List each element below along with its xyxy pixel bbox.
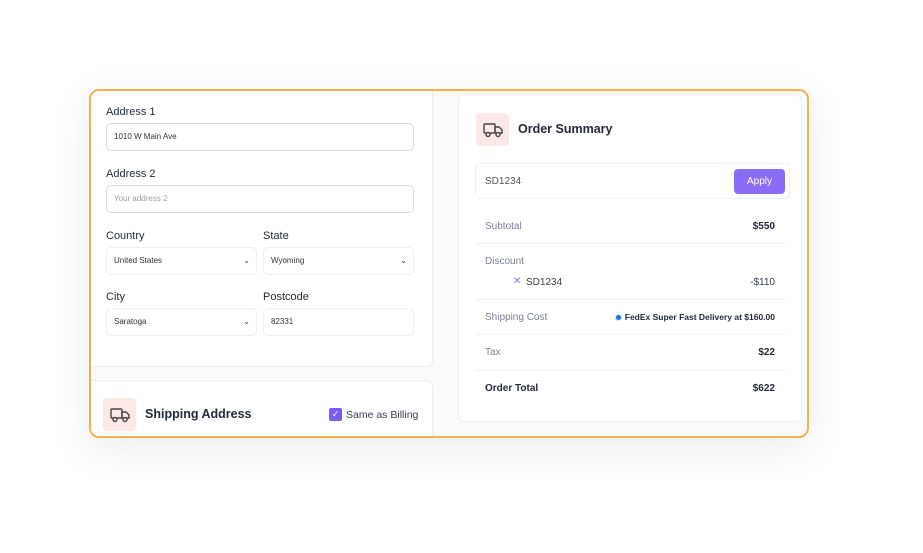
discount-value: -$110: [750, 277, 775, 288]
city-value: Saratoga: [114, 317, 147, 326]
checkout-frame: Address 1 1010 W Main Ave Address 2 Your…: [89, 89, 809, 438]
shipping-card: Shipping Address ✓ Same as Billing: [91, 380, 433, 436]
country-select[interactable]: United States ⌄: [106, 247, 257, 275]
order-summary-title: Order Summary: [518, 122, 613, 136]
order-total-value: $622: [752, 383, 775, 394]
chevron-down-icon: ⌄: [243, 256, 250, 265]
apply-button[interactable]: Apply: [734, 169, 785, 194]
tax-value: $22: [758, 347, 775, 358]
shipping-radio[interactable]: [614, 313, 622, 321]
discount-code: SD1234: [526, 277, 563, 288]
coupon-input[interactable]: SD1234: [485, 176, 522, 187]
address1-label: Address 1: [106, 106, 156, 118]
postcode-input[interactable]: 82331: [263, 308, 414, 336]
order-total-label: Order Total: [485, 383, 539, 394]
discount-label: Discount: [485, 256, 524, 267]
city-label: City: [106, 291, 125, 303]
billing-card: Address 1 1010 W Main Ave Address 2 Your…: [91, 91, 433, 367]
city-select[interactable]: Saratoga ⌄: [106, 308, 257, 336]
truck-icon: [476, 113, 509, 146]
subtotal-value: $550: [752, 221, 775, 232]
same-as-billing-checkbox[interactable]: ✓: [329, 408, 342, 421]
chevron-down-icon: ⌄: [400, 256, 407, 265]
address1-input[interactable]: 1010 W Main Ave: [106, 123, 414, 151]
address2-label: Address 2: [106, 168, 156, 180]
discount-row: Discount ✕ SD1234 -$110: [475, 244, 785, 300]
tax-row: Tax $22: [475, 335, 785, 371]
subtotal-label: Subtotal: [485, 221, 522, 232]
order-total-row: Order Total $622: [475, 371, 785, 407]
address2-input[interactable]: Your address 2: [106, 185, 414, 213]
state-value: Wyoming: [271, 256, 305, 265]
shipping-option: FedEx Super Fast Delivery at $160.00: [624, 312, 775, 322]
shipping-cost-label: Shipping Cost: [485, 312, 548, 323]
shipping-title: Shipping Address: [145, 407, 252, 421]
state-select[interactable]: Wyoming ⌄: [263, 247, 414, 275]
same-as-billing-label: Same as Billing: [346, 409, 419, 421]
remove-discount-icon[interactable]: ✕: [513, 276, 522, 287]
state-label: State: [263, 230, 289, 242]
coupon-field: SD1234 Apply: [475, 163, 790, 199]
shipping-cost-row: Shipping Cost FedEx Super Fast Delivery …: [475, 300, 785, 335]
country-label: Country: [106, 230, 145, 242]
truck-icon: [103, 398, 136, 431]
order-summary-card: Order Summary SD1234 Apply Subtotal $550…: [458, 94, 802, 422]
country-value: United States: [114, 256, 163, 265]
subtotal-row: Subtotal $550: [475, 208, 785, 244]
tax-label: Tax: [485, 347, 501, 358]
postcode-label: Postcode: [263, 291, 309, 303]
chevron-down-icon: ⌄: [243, 317, 250, 326]
